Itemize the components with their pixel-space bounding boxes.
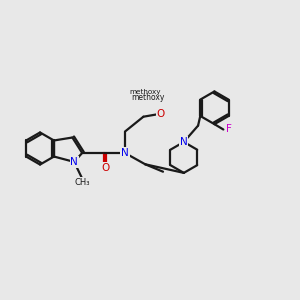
Text: methoxy: methoxy [131,93,165,102]
Text: N: N [180,137,188,147]
Text: O: O [157,109,165,119]
Text: O: O [101,163,110,173]
Text: N: N [70,157,78,167]
Text: F: F [226,124,232,134]
Text: CH₃: CH₃ [75,178,90,187]
Text: N: N [121,148,129,158]
Text: methoxy: methoxy [129,89,161,95]
